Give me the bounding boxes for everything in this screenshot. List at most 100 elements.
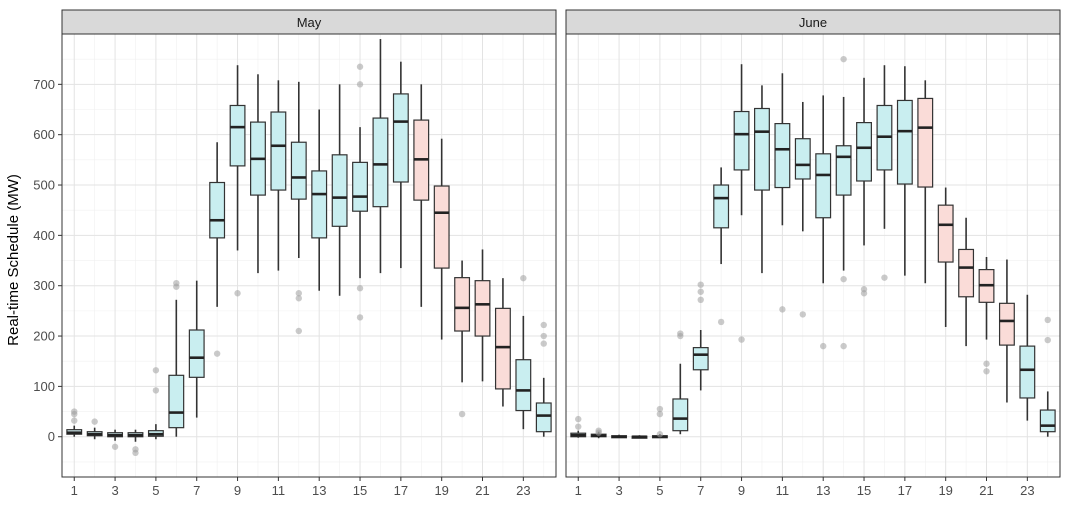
box-hour-23 [515, 274, 532, 430]
outlier-point [697, 296, 704, 303]
outlier-point [1044, 316, 1051, 324]
box-hour-22 [998, 259, 1015, 403]
y-axis-title: Real-time Schedule (MW) [5, 174, 22, 346]
outlier-point [840, 342, 847, 350]
x-tick-label: 3 [111, 483, 118, 498]
box-iqr [958, 248, 975, 298]
box-hour-6 [168, 279, 185, 437]
boxes [570, 55, 1056, 439]
panel-border [565, 33, 1061, 478]
box-hour-19 [937, 187, 954, 327]
x-tick-label: 17 [898, 483, 912, 498]
box-hour-4 [127, 429, 144, 457]
outlier-point [677, 332, 684, 340]
outlier-point [595, 429, 602, 436]
x-axis: 1 3 5 7 9 11 13 15 17 19 21 23 [71, 477, 531, 498]
box-hour-21 [978, 257, 995, 375]
outlier-point [295, 290, 302, 297]
box-iqr [917, 97, 934, 188]
x-tick-label: 15 [353, 483, 367, 498]
outlier-point [697, 281, 704, 288]
x-tick-label: 13 [816, 483, 830, 498]
outlier-point [520, 274, 527, 282]
outlier-point [820, 342, 827, 350]
box-hour-14 [331, 84, 348, 296]
panel-title: June [799, 15, 827, 30]
box-hour-15 [856, 77, 872, 297]
y-tick-label: 0 [48, 429, 55, 444]
x-tick-label: 15 [857, 483, 871, 498]
gridlines [566, 34, 1060, 477]
box-iqr [672, 398, 689, 432]
panel-strip [61, 9, 557, 35]
box-iqr [352, 161, 368, 212]
box-iqr [692, 347, 709, 371]
box-iqr [392, 93, 409, 183]
x-tick-label: 7 [697, 483, 704, 498]
box-hour-13 [815, 95, 832, 350]
box-hour-15 [352, 63, 368, 321]
outlier-point [799, 311, 806, 318]
x-tick-label: 11 [272, 483, 286, 498]
box-hour-18 [917, 80, 934, 284]
box-iqr [168, 374, 185, 429]
x-tick-label: 19 [938, 483, 952, 498]
outlier-point [860, 290, 868, 297]
box-iqr [494, 307, 511, 390]
box-hour-10 [250, 74, 266, 274]
box-hour-16 [372, 39, 389, 274]
outlier-point [71, 408, 78, 415]
outlier-point [111, 443, 119, 450]
box-hour-11 [774, 73, 791, 313]
outlier-point [213, 350, 221, 357]
box-iqr [998, 302, 1015, 346]
outlier-point [91, 418, 98, 425]
outlier-point [356, 314, 364, 321]
box-iqr [896, 99, 913, 185]
outlier-point [234, 290, 241, 297]
box-iqr [209, 181, 226, 239]
outlier-point [540, 321, 547, 329]
outlier-point [540, 332, 547, 340]
box-hour-2 [86, 418, 103, 440]
plot-area [62, 34, 556, 477]
x-tick-label: 7 [193, 483, 200, 498]
box-iqr [774, 123, 791, 189]
box-hour-24 [1039, 316, 1056, 437]
outlier-point [575, 415, 582, 423]
outlier-point [717, 318, 725, 326]
outlier-point [840, 55, 847, 63]
box-hour-18 [413, 84, 430, 307]
box-iqr [474, 280, 491, 337]
box-iqr [311, 170, 328, 239]
box-hour-20 [958, 217, 975, 347]
outlier-point [697, 288, 704, 295]
box-hour-21 [474, 249, 491, 382]
outlier-point [1044, 336, 1051, 344]
box-hour-4 [631, 435, 648, 439]
x-tick-label: 9 [738, 483, 745, 498]
box-hour-17 [392, 61, 409, 269]
box-hour-24 [535, 321, 552, 437]
boxes [66, 39, 552, 457]
x-tick-label: 13 [312, 483, 326, 498]
x-tick-label: 23 [1020, 483, 1034, 498]
box-hour-5 [651, 405, 668, 439]
x-tick-label: 21 [475, 483, 489, 498]
box-hour-9 [229, 65, 246, 297]
box-hour-3 [611, 434, 628, 439]
outlier-point [738, 336, 745, 343]
box-hour-19 [433, 138, 450, 340]
box-hour-7 [188, 280, 205, 418]
outlier-point [840, 275, 847, 283]
box-hour-16 [876, 65, 893, 281]
box-hour-9 [733, 64, 750, 343]
box-iqr [733, 110, 750, 171]
box-iqr [535, 402, 552, 433]
box-hour-2 [590, 427, 607, 439]
box-iqr [372, 117, 389, 208]
